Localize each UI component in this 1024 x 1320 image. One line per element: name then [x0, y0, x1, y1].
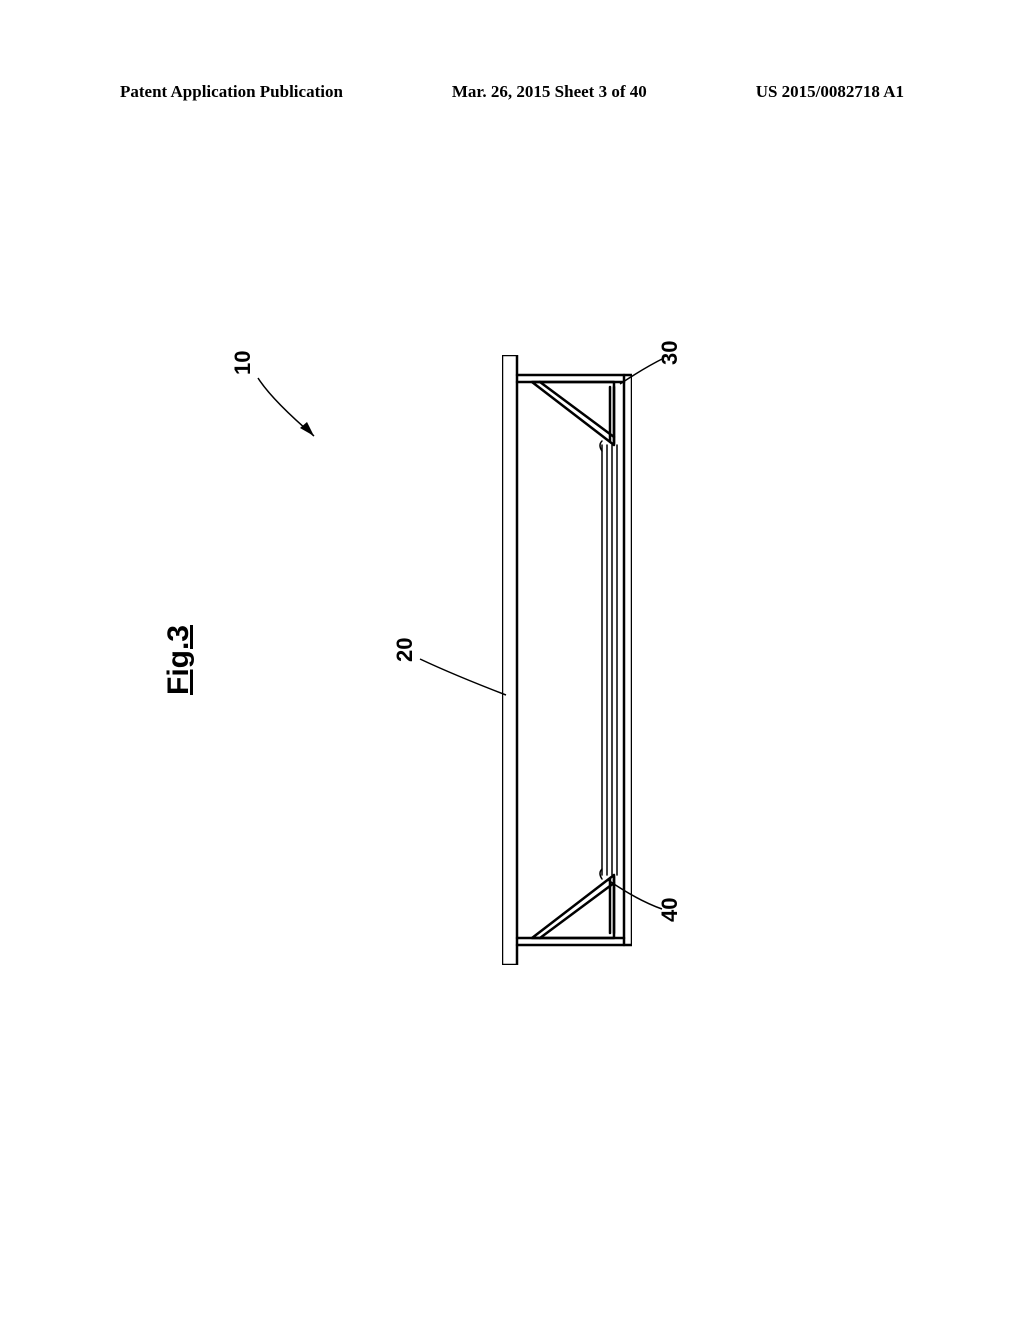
ref-20-leader [414, 645, 514, 705]
page-header: Patent Application Publication Mar. 26, … [0, 82, 1024, 102]
ref-10-leader [252, 370, 332, 450]
figure-container: Fig.3 10 20 30 40 [162, 210, 862, 1110]
header-center: Mar. 26, 2015 Sheet 3 of 40 [452, 82, 647, 102]
header-right: US 2015/0082718 A1 [756, 82, 904, 102]
header-left: Patent Application Publication [120, 82, 343, 102]
figure-title: Fig.3 [162, 625, 196, 695]
technical-drawing [502, 355, 632, 965]
